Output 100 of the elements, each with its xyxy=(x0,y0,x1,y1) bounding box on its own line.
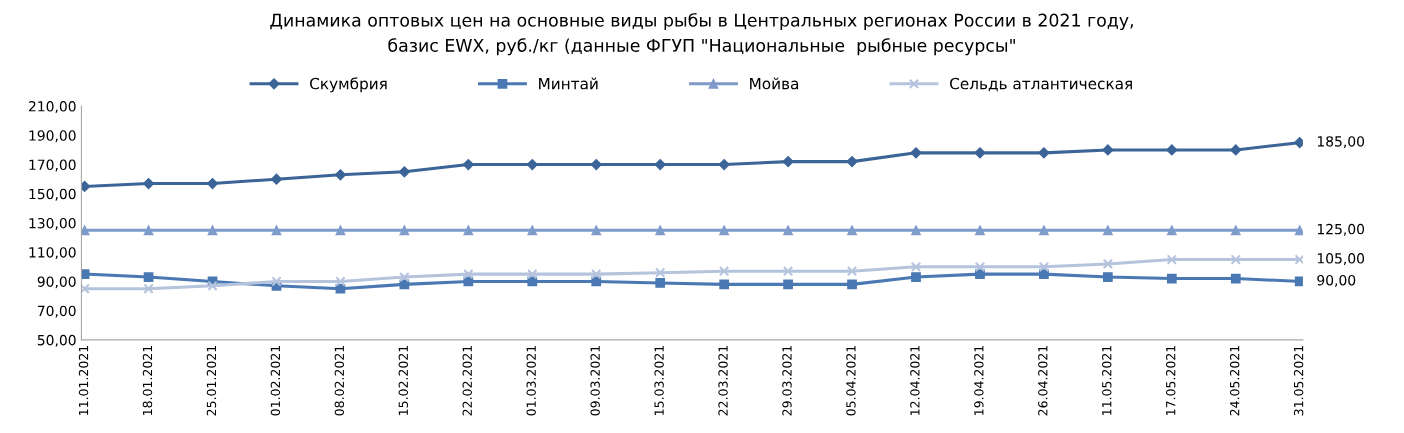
point xyxy=(782,156,794,168)
point xyxy=(1039,225,1049,236)
x-tick-label: 22.03.2021 xyxy=(718,345,728,416)
y-tick-label: 70,00 xyxy=(37,305,76,318)
point xyxy=(271,276,282,287)
point xyxy=(1230,273,1241,284)
x-tick-label: 17.05.2021 xyxy=(1165,345,1176,415)
point xyxy=(207,225,218,236)
y-tick-label: 210,00 xyxy=(28,101,76,113)
y-tick-label: 50,00 xyxy=(37,334,76,347)
point xyxy=(335,225,346,236)
x-tick-label: 01.03.2021 xyxy=(526,345,536,416)
point xyxy=(1166,225,1177,236)
point xyxy=(1039,269,1049,280)
data-label: 105,00 xyxy=(1317,253,1365,265)
point xyxy=(910,261,922,273)
point xyxy=(527,268,538,280)
point xyxy=(719,279,730,290)
point xyxy=(143,283,154,294)
y-tick-label: 190,00 xyxy=(29,130,76,143)
x-tick-label: 08.02.2021 xyxy=(334,345,345,416)
x-tick-label: 11.01.2021 xyxy=(78,345,89,415)
point xyxy=(910,147,922,159)
point xyxy=(1166,254,1178,265)
x-tick-label: 11.05.2021 xyxy=(1102,345,1112,415)
point xyxy=(1294,254,1303,265)
point xyxy=(718,158,730,171)
x-tick-label: 05.04.2021 xyxy=(846,345,856,416)
x-tick-label: 15.03.2021 xyxy=(654,345,664,415)
point xyxy=(655,225,666,236)
point xyxy=(463,268,474,280)
point xyxy=(911,225,921,236)
point xyxy=(1102,272,1113,282)
legend-label: Сельдь атлантическая xyxy=(950,77,1132,92)
x-tick-label: 12.04.2021 xyxy=(910,345,920,415)
y-tick-label: 110,00 xyxy=(29,247,76,260)
point xyxy=(719,225,730,236)
point xyxy=(335,276,346,287)
point xyxy=(399,271,410,283)
point xyxy=(783,279,793,290)
chart-title: Динамика оптовых цен на основные виды рыбы в Центральных регионах России в 2021 году, базис EWX, руб./кг (данные ФГУП "Национальные рыбные ресурсы" xyxy=(270,12,1133,56)
point xyxy=(655,278,666,288)
point xyxy=(81,269,90,280)
point xyxy=(527,225,538,236)
x-tick-label: 31.05.2021 xyxy=(1293,345,1304,416)
point xyxy=(270,173,283,185)
x-tick-label: 19.04.2021 xyxy=(974,345,984,415)
point xyxy=(143,225,154,236)
point xyxy=(718,266,730,277)
point xyxy=(783,225,793,236)
point xyxy=(398,166,410,178)
point xyxy=(463,225,474,236)
point xyxy=(847,279,857,290)
point xyxy=(1038,261,1050,273)
point xyxy=(974,261,986,273)
point xyxy=(1166,144,1178,156)
legend-label: Скумбрия xyxy=(310,77,387,93)
x-tick-label: 29.03.2021 xyxy=(782,345,792,416)
y-tick-label: 170,00 xyxy=(29,159,76,172)
point xyxy=(782,266,794,277)
x-tick-label: 15.02.2021 xyxy=(398,345,409,415)
data-label: 90,00 xyxy=(1317,274,1356,287)
point xyxy=(207,280,218,292)
point xyxy=(462,158,474,171)
point xyxy=(591,268,602,280)
point xyxy=(1102,225,1113,236)
y-tick-label: 90,00 xyxy=(37,276,76,289)
x-tick-label: 22.02.2021 xyxy=(462,345,472,416)
legend-label: Мойва xyxy=(750,77,799,90)
point xyxy=(1230,225,1241,236)
point xyxy=(1230,254,1241,265)
point xyxy=(1230,144,1242,156)
point xyxy=(1038,147,1050,159)
data-label: 125,00 xyxy=(1317,223,1365,236)
point xyxy=(81,180,91,193)
point xyxy=(81,283,90,294)
y-tick-label: 150,00 xyxy=(29,188,76,201)
point xyxy=(81,225,90,236)
point xyxy=(1294,225,1303,236)
point xyxy=(271,225,282,236)
point xyxy=(399,225,410,236)
point xyxy=(654,267,666,278)
point xyxy=(1102,144,1114,156)
point xyxy=(143,272,154,282)
point xyxy=(1102,258,1114,270)
point xyxy=(1166,273,1177,284)
point xyxy=(911,272,921,282)
y-tick-label: 130,00 xyxy=(29,217,76,230)
point xyxy=(975,269,985,280)
x-tick-label: 24.05.2021 xyxy=(1229,345,1240,416)
x-tick-label: 26.04.2021 xyxy=(1038,345,1048,416)
point xyxy=(591,225,602,236)
point xyxy=(846,156,858,168)
x-tick-label: 09.03.2021 xyxy=(590,345,600,416)
point xyxy=(974,147,986,159)
x-tick-label: 01.02.2021 xyxy=(270,345,281,416)
legend-label: Минтай xyxy=(539,77,598,90)
x-tick-label: 18.01.2021 xyxy=(142,345,153,415)
x-tick-label: 25.01.2021 xyxy=(206,345,217,416)
point xyxy=(846,266,858,277)
